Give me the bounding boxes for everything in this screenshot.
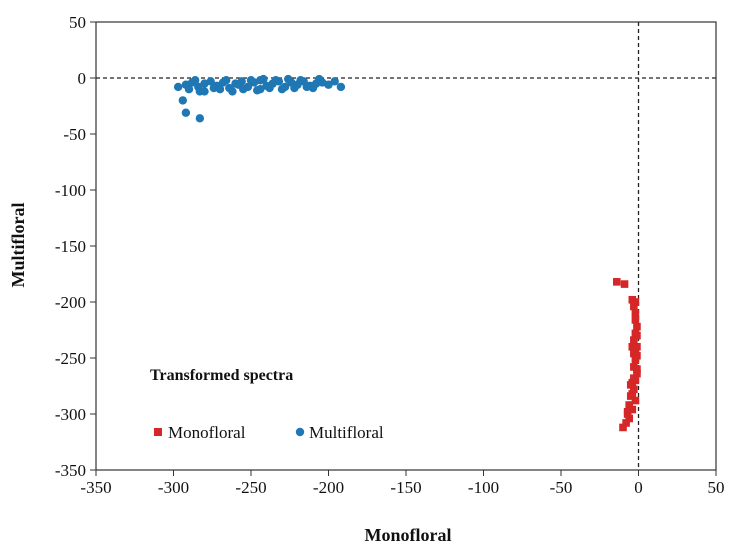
y-tick-label: -50 — [63, 125, 86, 144]
x-tick-label: -350 — [80, 478, 111, 497]
legend: Monofloral Multifloral — [154, 423, 384, 442]
legend-marker-multifloral — [295, 427, 305, 437]
point-monofloral — [630, 385, 638, 394]
point-monofloral — [633, 369, 641, 378]
y-tick-label: -350 — [55, 461, 86, 480]
point-multifloral — [191, 76, 200, 85]
legend-marker-monofloral — [154, 428, 162, 436]
y-axis-title: Multifloral — [8, 203, 28, 288]
point-multifloral — [184, 85, 194, 94]
point-monofloral — [631, 316, 640, 324]
point-monofloral — [619, 423, 627, 432]
x-tick-label: -50 — [550, 478, 573, 497]
point-multifloral — [206, 77, 215, 86]
point-monofloral — [631, 356, 640, 365]
point-multifloral — [324, 80, 333, 89]
point-monofloral — [633, 343, 641, 351]
point-multifloral — [259, 74, 268, 84]
point-monofloral — [633, 365, 641, 373]
point-multifloral — [222, 76, 231, 85]
point-monofloral — [633, 322, 641, 331]
point-multifloral — [271, 76, 280, 85]
point-monofloral — [622, 419, 630, 427]
point-monofloral — [631, 396, 640, 405]
x-axis-ticks: -350 -300 -250 -200 -150 -100 -50 0 50 — [80, 470, 725, 497]
point-multifloral — [330, 77, 339, 86]
point-multifloral — [178, 96, 187, 105]
point-multifloral — [195, 114, 205, 123]
point-multifloral — [256, 85, 265, 94]
point-monofloral — [626, 381, 635, 389]
x-tick-label: -200 — [313, 478, 344, 497]
point-monofloral — [630, 374, 638, 382]
x-axis-title: Monofloral — [365, 525, 452, 545]
y-tick-label: -150 — [55, 237, 86, 256]
point-multifloral — [209, 83, 218, 93]
point-multifloral — [265, 83, 274, 93]
point-multifloral — [284, 74, 293, 84]
point-multifloral — [228, 87, 237, 96]
point-multifloral — [173, 82, 183, 92]
point-monofloral — [625, 414, 633, 423]
point-monofloral — [633, 351, 641, 360]
point-multifloral — [181, 108, 191, 117]
point-multifloral — [336, 82, 346, 92]
data-points — [173, 74, 641, 432]
chart-annotation: Transformed spectra — [150, 367, 293, 384]
point-monofloral — [633, 331, 641, 340]
x-tick-label: -150 — [390, 478, 421, 497]
y-tick-label: -250 — [55, 349, 86, 368]
reference-lines — [96, 22, 716, 470]
point-monofloral — [613, 278, 621, 286]
y-tick-label: -300 — [55, 405, 86, 424]
x-tick-label: 0 — [634, 478, 643, 497]
point-multifloral — [308, 83, 318, 93]
point-multifloral — [296, 76, 305, 85]
y-axis-ticks: 50 0 -50 -100 -150 -200 -250 -300 -350 — [55, 13, 96, 480]
point-monofloral — [620, 280, 629, 288]
point-monofloral — [625, 401, 633, 409]
point-monofloral — [628, 390, 637, 398]
y-tick-label: -200 — [55, 293, 86, 312]
point-multifloral — [277, 85, 287, 94]
x-tick-label: 50 — [708, 478, 725, 497]
point-monofloral — [628, 405, 637, 414]
point-monofloral — [631, 298, 640, 306]
point-monofloral — [630, 302, 638, 311]
point-monofloral — [631, 309, 640, 317]
point-multifloral — [200, 87, 209, 96]
point-multifloral — [290, 83, 299, 93]
point-multifloral — [215, 85, 225, 94]
point-monofloral — [630, 336, 638, 344]
point-monofloral — [628, 343, 637, 351]
legend-label-monofloral: Monofloral — [168, 423, 246, 442]
point-multifloral — [315, 74, 324, 84]
point-multifloral — [302, 82, 311, 92]
point-multifloral — [246, 76, 256, 85]
point-multifloral — [234, 80, 243, 89]
point-monofloral — [623, 407, 632, 416]
y-tick-label: 50 — [69, 13, 86, 32]
y-tick-label: 0 — [78, 69, 87, 88]
x-tick-label: -100 — [468, 478, 499, 497]
y-tick-label: -100 — [55, 181, 86, 200]
x-tick-label: -250 — [235, 478, 266, 497]
x-tick-label: -300 — [158, 478, 189, 497]
legend-label-multifloral: Multifloral — [309, 423, 384, 442]
